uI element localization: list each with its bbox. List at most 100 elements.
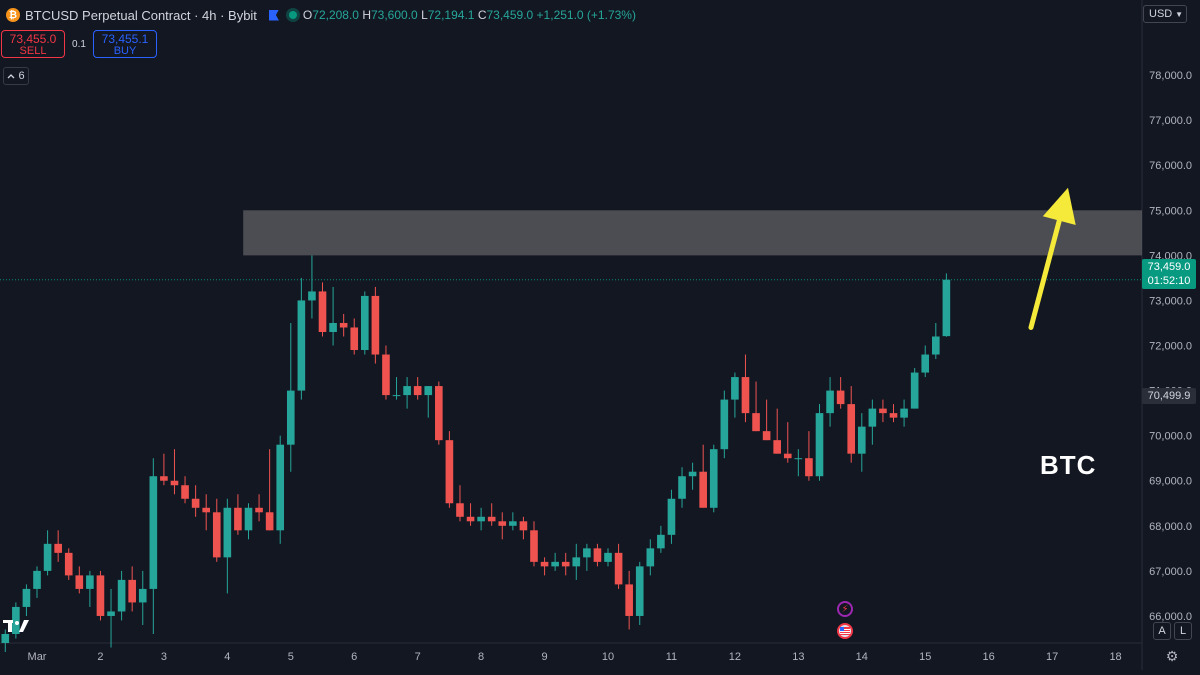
candle[interactable]	[942, 273, 951, 337]
candle[interactable]	[435, 381, 443, 445]
candle[interactable]	[54, 530, 62, 562]
candle[interactable]	[308, 255, 316, 319]
symbol-title[interactable]: BTCUSD Perpetual Contract · 4h · Bybit	[25, 7, 257, 23]
candle[interactable]	[805, 431, 813, 481]
currency-select[interactable]: USD ▼	[1143, 5, 1187, 23]
lightning-icon[interactable]: ⚡	[837, 601, 853, 617]
candle[interactable]	[889, 404, 898, 423]
candle[interactable]	[477, 507, 485, 531]
indicators-toggle[interactable]: 6	[3, 67, 29, 85]
candle[interactable]	[836, 377, 845, 409]
candle[interactable]	[519, 516, 528, 540]
candle[interactable]	[75, 566, 84, 594]
us-flag-icon[interactable]	[837, 623, 853, 639]
candle[interactable]	[403, 377, 411, 409]
candle[interactable]	[921, 345, 930, 378]
arrow-head[interactable]	[1042, 187, 1076, 225]
resistance-zone[interactable]	[243, 210, 1142, 256]
candle[interactable]	[212, 498, 221, 562]
candle[interactable]	[456, 485, 464, 522]
candle[interactable]	[234, 494, 242, 535]
candle[interactable]	[371, 286, 380, 364]
candle[interactable]	[879, 399, 887, 423]
candle[interactable]	[614, 543, 623, 589]
candle[interactable]	[900, 399, 908, 427]
candle[interactable]	[96, 570, 105, 621]
candle[interactable]	[413, 377, 422, 400]
candle[interactable]	[149, 458, 158, 634]
candle[interactable]	[22, 584, 31, 616]
candle-layer[interactable]	[1, 255, 951, 653]
chart-text-annotation[interactable]: BTC	[1040, 450, 1097, 480]
candle[interactable]	[762, 399, 771, 441]
candle[interactable]	[107, 588, 115, 648]
candle[interactable]	[160, 453, 168, 486]
arrow-shaft[interactable]	[1028, 218, 1062, 330]
candle[interactable]	[731, 372, 739, 418]
candle[interactable]	[466, 503, 475, 526]
candle[interactable]	[561, 552, 570, 576]
candle[interactable]	[286, 322, 295, 472]
candle[interactable]	[530, 521, 538, 567]
candle[interactable]	[678, 467, 686, 508]
candle[interactable]	[699, 444, 707, 508]
candle[interactable]	[350, 318, 359, 355]
candle[interactable]	[646, 539, 655, 576]
candle[interactable]	[329, 286, 337, 346]
candle[interactable]	[709, 444, 718, 513]
candle[interactable]	[64, 548, 73, 580]
candle[interactable]	[815, 404, 824, 481]
candle[interactable]	[604, 548, 612, 567]
candle[interactable]	[318, 282, 327, 337]
candle[interactable]	[382, 345, 390, 400]
candle[interactable]	[202, 494, 211, 531]
candle[interactable]	[931, 322, 940, 360]
candle[interactable]	[255, 494, 263, 522]
candle[interactable]	[244, 503, 253, 540]
candle[interactable]	[360, 291, 369, 355]
order-quantity[interactable]: 0.1	[72, 38, 86, 50]
price-axis[interactable]: 66,000.0 67,000.0 68,000.0 69,000.0 70,000.0…	[1149, 70, 1192, 623]
candle[interactable]	[117, 570, 126, 621]
candle[interactable]	[583, 543, 591, 571]
candle[interactable]	[551, 552, 559, 571]
candle[interactable]	[826, 377, 834, 427]
tradingview-logo-icon[interactable]	[2, 614, 32, 638]
log-scale-button[interactable]: L	[1174, 622, 1192, 640]
candle[interactable]	[752, 381, 760, 432]
candle[interactable]	[424, 386, 433, 418]
gear-icon[interactable]: ⚙	[1165, 647, 1179, 664]
candle[interactable]	[635, 561, 644, 625]
candle[interactable]	[498, 512, 507, 540]
candle[interactable]	[868, 399, 877, 445]
candle[interactable]	[191, 485, 200, 517]
candle[interactable]	[297, 277, 306, 400]
candle[interactable]	[910, 368, 919, 409]
candle[interactable]	[540, 557, 549, 576]
candle[interactable]	[170, 449, 179, 495]
flag-icon[interactable]	[268, 9, 279, 21]
candle[interactable]	[657, 525, 665, 553]
candle[interactable]	[128, 566, 136, 612]
candle[interactable]	[773, 408, 782, 454]
candle[interactable]	[1, 629, 10, 653]
candle[interactable]	[783, 422, 792, 463]
candle[interactable]	[741, 354, 750, 423]
candle[interactable]	[392, 377, 401, 400]
candle[interactable]	[223, 498, 232, 594]
candle[interactable]	[487, 503, 496, 526]
candle[interactable]	[33, 566, 41, 598]
candle[interactable]	[339, 313, 348, 337]
auto-scale-button[interactable]: A	[1153, 622, 1171, 640]
candle[interactable]	[43, 530, 52, 576]
candle[interactable]	[593, 543, 602, 567]
candle[interactable]	[794, 449, 803, 477]
candle[interactable]	[138, 570, 147, 625]
candle[interactable]	[857, 413, 866, 472]
buy-button[interactable]: 73,455.1 BUY	[93, 30, 157, 58]
candle[interactable]	[572, 543, 581, 580]
candle[interactable]	[720, 390, 729, 459]
candle[interactable]	[12, 602, 20, 639]
